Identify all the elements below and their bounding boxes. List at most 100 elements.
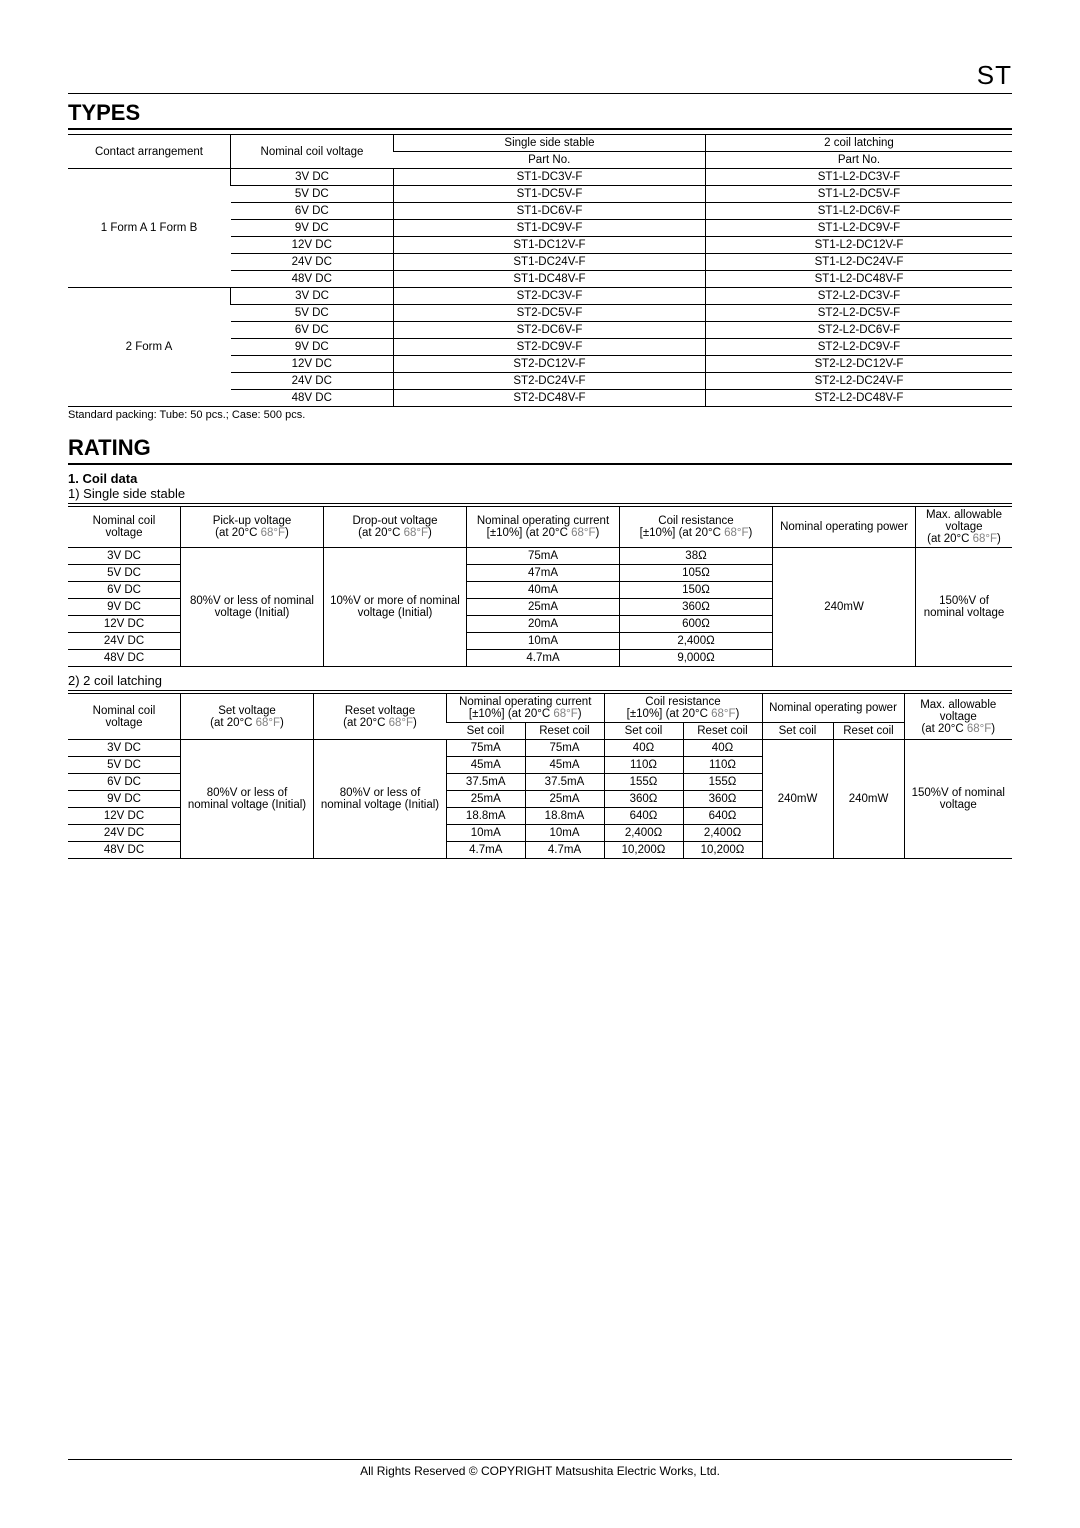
s-th4: Nominal operating current[±10%] (at 20°C… [467, 507, 620, 548]
types-cell: ST1-L2-DC12V-F [705, 237, 1012, 254]
types-cell: ST1-L2-DC6V-F [705, 203, 1012, 220]
types-cell: ST2-L2-DC9V-F [705, 339, 1012, 356]
single-voltage-cell: 24V DC [68, 633, 181, 650]
types-cell: 12V DC [231, 237, 394, 254]
types-contact-cell: 2 Form A [68, 288, 231, 407]
latching-voltage-cell: 5V DC [68, 757, 181, 774]
rating-title: RATING [68, 435, 1012, 465]
latching-data-cell: 75mA [447, 740, 526, 757]
latching-data-cell: 45mA [525, 757, 604, 774]
single-resistance-cell: 150Ω [620, 582, 773, 599]
types-cell: 9V DC [231, 220, 394, 237]
latching-power-set-cell: 240mW [762, 740, 833, 859]
l-th7: Max. allowable voltage(at 20°C 68°F) [904, 694, 1012, 740]
types-cell: 3V DC [231, 288, 394, 305]
latching-data-cell: 10,200Ω [604, 842, 683, 859]
latching-voltage-cell: 6V DC [68, 774, 181, 791]
latching-data-cell: 110Ω [683, 757, 762, 774]
s-th1: Nominal coil voltage [68, 507, 181, 548]
latching-reset-cell: 80%V or less of nominal voltage (Initial… [314, 740, 447, 859]
single-power-cell: 240mW [773, 548, 916, 667]
types-cell: 5V DC [231, 305, 394, 322]
types-cell: ST1-DC24V-F [394, 254, 706, 271]
single-current-cell: 75mA [467, 548, 620, 565]
th-latching: 2 coil latching [705, 135, 1012, 152]
types-cell: 24V DC [231, 373, 394, 390]
latching-heading: 2) 2 coil latching [68, 673, 1012, 691]
types-cell: ST2-L2-DC12V-F [705, 356, 1012, 373]
s-th3: Drop-out voltage(at 20°C 68°F) [324, 507, 467, 548]
latching-data-cell: 75mA [525, 740, 604, 757]
single-current-cell: 47mA [467, 565, 620, 582]
th-partno1: Part No. [394, 152, 706, 169]
single-resistance-cell: 2,400Ω [620, 633, 773, 650]
types-cell: ST1-DC12V-F [394, 237, 706, 254]
latching-voltage-cell: 24V DC [68, 825, 181, 842]
types-cell: ST2-L2-DC24V-F [705, 373, 1012, 390]
types-cell: ST2-DC48V-F [394, 390, 706, 407]
single-current-cell: 40mA [467, 582, 620, 599]
types-cell: ST1-DC48V-F [394, 271, 706, 288]
single-pickup-cell: 80%V or less of nominal voltage (Initial… [181, 548, 324, 667]
types-cell: ST2-DC9V-F [394, 339, 706, 356]
latching-voltage-cell: 9V DC [68, 791, 181, 808]
single-resistance-cell: 360Ω [620, 599, 773, 616]
l-sub-reset2: Reset coil [683, 723, 762, 740]
types-cell: ST1-L2-DC5V-F [705, 186, 1012, 203]
latching-data-cell: 2,400Ω [604, 825, 683, 842]
single-dropout-cell: 10%V or more of nominal voltage (Initial… [324, 548, 467, 667]
latching-table: Nominal coil voltage Set voltage(at 20°C… [68, 693, 1012, 859]
l-th3: Reset voltage(at 20°C 68°F) [314, 694, 447, 740]
single-current-cell: 25mA [467, 599, 620, 616]
types-cell: ST1-DC6V-F [394, 203, 706, 220]
latching-data-cell: 10,200Ω [683, 842, 762, 859]
types-cell: ST2-DC12V-F [394, 356, 706, 373]
types-cell: ST2-L2-DC48V-F [705, 390, 1012, 407]
types-contact-cell: 1 Form A 1 Form B [68, 169, 231, 288]
latching-data-cell: 10mA [525, 825, 604, 842]
types-title: TYPES [68, 100, 1012, 130]
types-cell: 3V DC [231, 169, 394, 186]
single-voltage-cell: 3V DC [68, 548, 181, 565]
single-voltage-cell: 48V DC [68, 650, 181, 667]
types-cell: ST2-DC24V-F [394, 373, 706, 390]
latching-data-cell: 37.5mA [525, 774, 604, 791]
types-cell: 48V DC [231, 271, 394, 288]
types-cell: ST2-DC6V-F [394, 322, 706, 339]
latching-data-cell: 155Ω [604, 774, 683, 791]
th-contact: Contact arrangement [68, 135, 231, 169]
latching-data-cell: 640Ω [683, 808, 762, 825]
single-resistance-cell: 105Ω [620, 565, 773, 582]
latching-data-cell: 10mA [447, 825, 526, 842]
types-cell: ST1-DC5V-F [394, 186, 706, 203]
latching-set-cell: 80%V or less of nominal voltage (Initial… [181, 740, 314, 859]
l-sub-set3: Set coil [762, 723, 833, 740]
latching-voltage-cell: 48V DC [68, 842, 181, 859]
l-sub-reset1: Reset coil [525, 723, 604, 740]
latching-voltage-cell: 12V DC [68, 808, 181, 825]
latching-data-cell: 2,400Ω [683, 825, 762, 842]
s-th5: Coil resistance[±10%] (at 20°C 68°F) [620, 507, 773, 548]
types-cell: ST2-L2-DC5V-F [705, 305, 1012, 322]
latching-data-cell: 45mA [447, 757, 526, 774]
latching-data-cell: 18.8mA [525, 808, 604, 825]
types-cell: 6V DC [231, 203, 394, 220]
s-th2: Pick-up voltage(at 20°C 68°F) [181, 507, 324, 548]
types-cell: 12V DC [231, 356, 394, 373]
types-cell: ST2-L2-DC3V-F [705, 288, 1012, 305]
latching-data-cell: 360Ω [604, 791, 683, 808]
types-cell: ST2-DC3V-F [394, 288, 706, 305]
single-resistance-cell: 9,000Ω [620, 650, 773, 667]
latching-power-reset-cell: 240mW [833, 740, 904, 859]
types-cell: 48V DC [231, 390, 394, 407]
l-sub-set2: Set coil [604, 723, 683, 740]
single-current-cell: 20mA [467, 616, 620, 633]
types-note: Standard packing: Tube: 50 pcs.; Case: 5… [68, 409, 1012, 421]
types-cell: ST2-L2-DC6V-F [705, 322, 1012, 339]
latching-voltage-cell: 3V DC [68, 740, 181, 757]
types-cell: ST1-L2-DC48V-F [705, 271, 1012, 288]
latching-data-cell: 110Ω [604, 757, 683, 774]
latching-data-cell: 4.7mA [447, 842, 526, 859]
latching-data-cell: 40Ω [683, 740, 762, 757]
types-table: Contact arrangement Nominal coil voltage… [68, 134, 1012, 407]
